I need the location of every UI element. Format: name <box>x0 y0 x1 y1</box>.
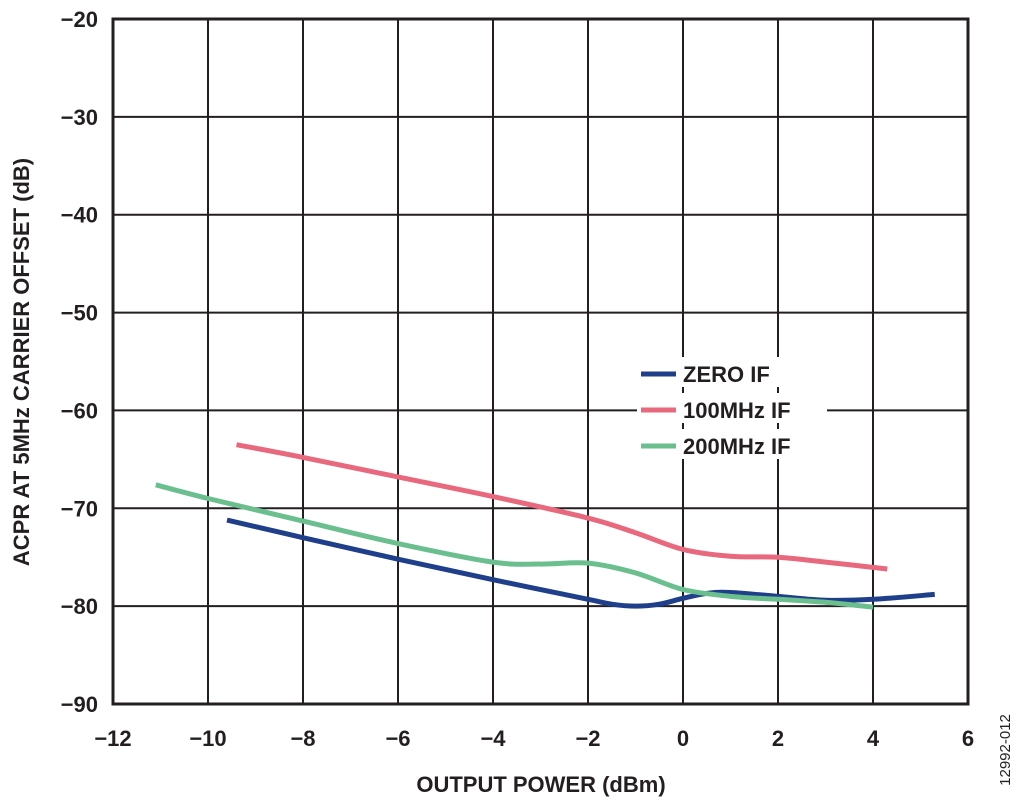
x-tick-label: 2 <box>772 726 784 751</box>
x-tick-labels: −12 −10 −8 −6 −4 −2 0 2 4 6 <box>94 726 974 751</box>
x-tick-label: 6 <box>962 726 974 751</box>
y-tick-label: −80 <box>61 594 98 619</box>
y-axis-title: ACPR AT 5MHz CARRIER OFFSET (dB) <box>9 158 34 566</box>
y-tick-label: −90 <box>61 692 98 717</box>
legend-label: 200MHz IF <box>683 434 791 459</box>
y-tick-label: −20 <box>61 7 98 32</box>
x-axis-title: OUTPUT POWER (dBm) <box>416 772 665 797</box>
y-tick-label: −70 <box>61 496 98 521</box>
x-tick-label: −10 <box>189 726 226 751</box>
x-tick-label: 0 <box>677 726 689 751</box>
x-tick-label: −6 <box>385 726 410 751</box>
series-line-200mhz-if <box>155 482 874 610</box>
y-tick-labels: −20 −30 −40 −50 −60 −70 −80 −90 <box>61 7 98 717</box>
x-tick-label: 4 <box>867 726 880 751</box>
y-tick-label: −50 <box>61 301 98 326</box>
series-line-100mhz-if <box>236 442 888 572</box>
legend-label: ZERO IF <box>683 362 770 387</box>
x-tick-label: −8 <box>290 726 315 751</box>
figure-id-note: 12992-012 <box>997 714 1014 786</box>
legend-label: 100MHz IF <box>683 398 791 423</box>
y-tick-label: −60 <box>61 398 98 423</box>
y-tick-label: −30 <box>61 105 98 130</box>
x-tick-label: −12 <box>94 726 131 751</box>
legend: ZERO IF 100MHz IF 200MHz IF <box>637 357 827 459</box>
x-tick-label: −2 <box>575 726 600 751</box>
plot-frame <box>111 17 970 706</box>
y-tick-label: −40 <box>61 203 98 228</box>
series-lines <box>155 442 935 610</box>
x-tick-label: −4 <box>480 726 506 751</box>
